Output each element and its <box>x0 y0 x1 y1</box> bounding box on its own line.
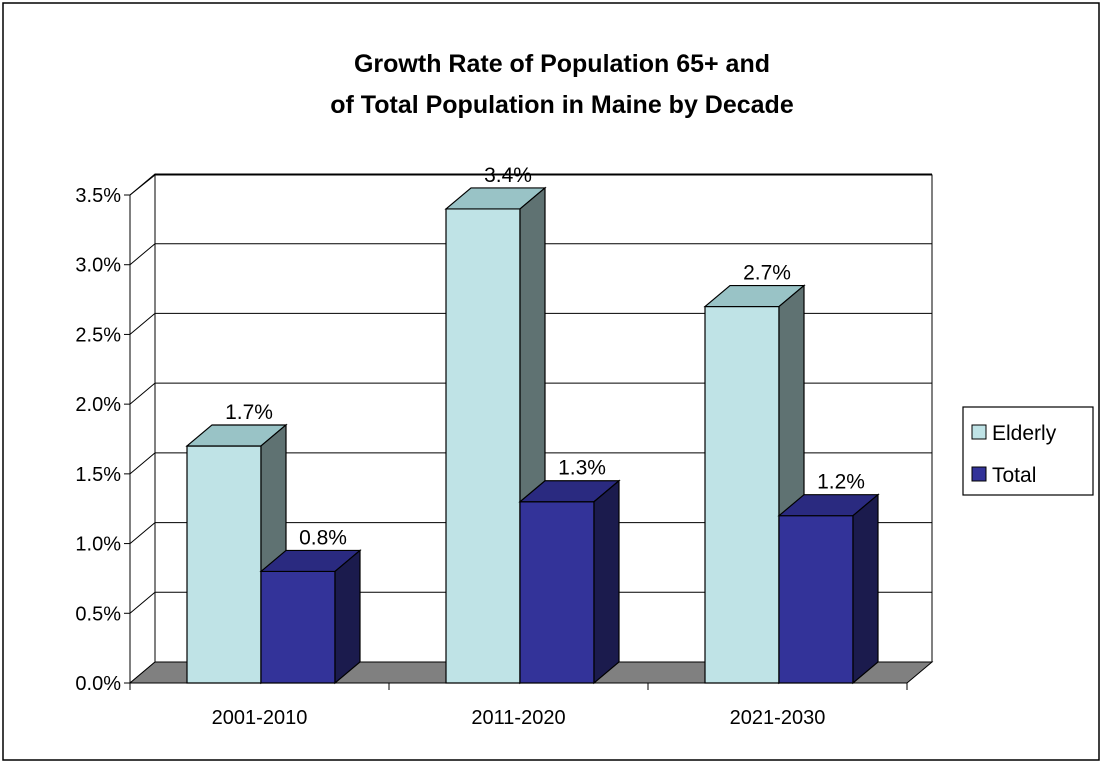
y-tick-label: 0.5% <box>75 603 121 625</box>
y-tick-label: 2.5% <box>75 324 121 346</box>
plot-side-wall <box>129 173 156 685</box>
y-tick-label: 3.5% <box>75 185 121 207</box>
y-axis: 0.0% 0.5% 1.0% 1.5% 2.0% 2.5% 3.0% 3.5% <box>75 185 131 695</box>
x-tick-label: 2011-2020 <box>471 707 565 729</box>
chart-title-line-1: Growth Rate of Population 65+ and <box>354 50 770 78</box>
legend-label-elderly: Elderly <box>992 422 1057 445</box>
y-tick-label: 2.0% <box>75 394 121 416</box>
bar-total-2011-2020-side <box>593 479 620 685</box>
data-label-total-2001-2010: 0.8% <box>299 526 347 549</box>
y-tick-label: 3.0% <box>75 255 121 277</box>
gridline <box>129 382 932 405</box>
gridline <box>129 452 932 475</box>
legend: Elderly Total <box>962 406 1094 496</box>
gridlines <box>129 173 932 614</box>
data-label-total-2011-2020: 1.3% <box>558 457 606 480</box>
gridline <box>129 522 932 544</box>
gridline <box>129 243 932 266</box>
data-label-elderly-2021-2030: 2.7% <box>743 262 791 285</box>
bar-elderly-2011-2020-front <box>445 208 521 684</box>
bar-total-2001-2010-side <box>334 549 361 685</box>
bar-elderly-2001-2010-front <box>186 445 262 684</box>
bar-total-2011-2020-front <box>519 501 595 684</box>
y-tick-label: 1.5% <box>75 464 121 486</box>
data-label-total-2021-2030: 1.2% <box>817 471 865 494</box>
bars <box>185 186 880 685</box>
chart-title-line-2: of Total Population in Maine by Decade <box>330 91 794 119</box>
x-tick-label: 2021-2030 <box>730 707 826 729</box>
data-label-elderly-2011-2020: 3.4% <box>484 164 532 187</box>
bar-total-2021-2030-side <box>852 493 879 685</box>
y-tick-label: 1.0% <box>75 534 121 556</box>
bar-total-2001-2010-front <box>260 570 336 684</box>
data-label-elderly-2001-2010: 1.7% <box>225 401 273 424</box>
bar-total-2021-2030-front <box>778 515 854 684</box>
y-tick-label: 0.0% <box>75 673 121 695</box>
legend-swatch-elderly <box>971 424 987 440</box>
gridline <box>129 591 932 614</box>
bar-elderly-2021-2030-front <box>704 305 780 684</box>
gridline <box>129 173 932 196</box>
data-labels: 1.7% 0.8% 3.4% 1.3% 2.7% 1.2% <box>225 164 865 550</box>
x-tick-label: 2001-2010 <box>212 707 308 729</box>
gridline <box>129 312 932 335</box>
legend-label-total: Total <box>992 464 1036 487</box>
legend-swatch-total <box>971 466 987 482</box>
